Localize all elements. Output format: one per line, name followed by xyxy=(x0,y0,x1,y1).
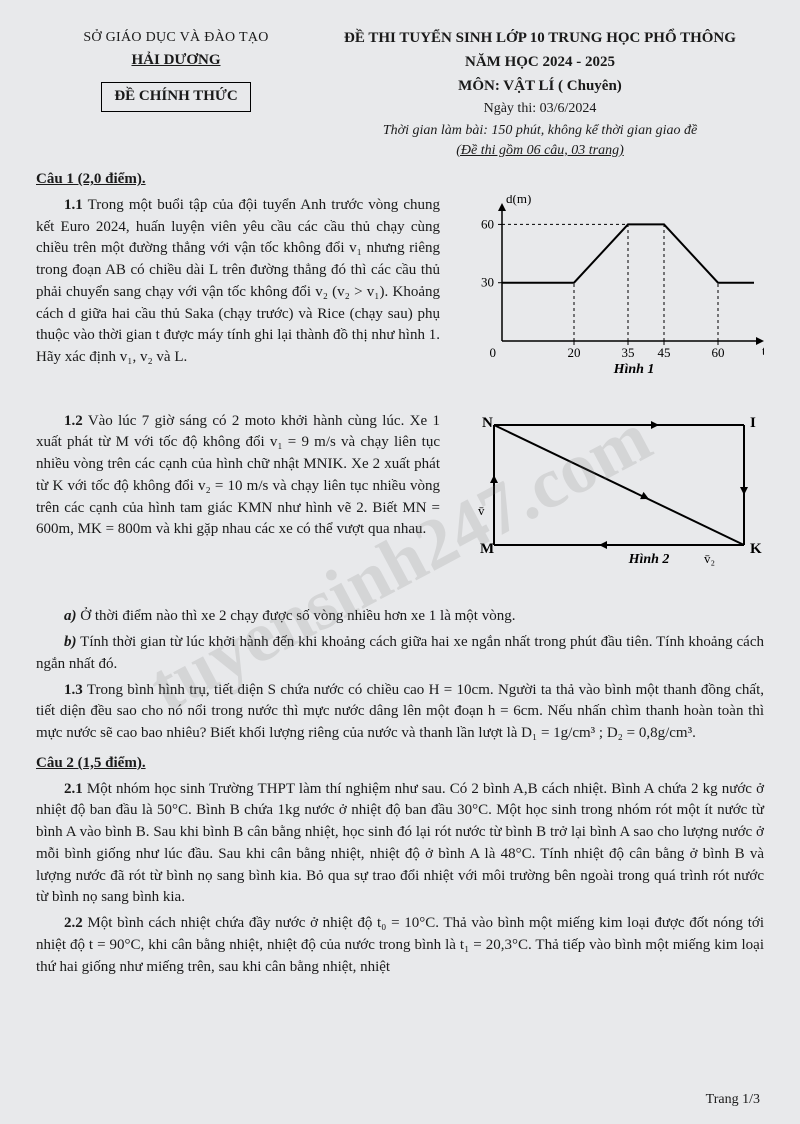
q2-2-text: 2.2 Một bình cách nhiệt chứa đầy nước ở … xyxy=(36,913,764,978)
figure-2: N I M Kv̄ v̄₂ Hình 2 xyxy=(464,411,764,599)
svg-text:v̄₂: v̄₂ xyxy=(704,551,715,566)
q1-2b: b) Tính thời gian từ lúc khởi hành đến k… xyxy=(36,632,764,676)
q1-3-body: Trong bình hình trụ, tiết diện S chứa nư… xyxy=(36,682,764,742)
q2-title: Câu 2 (1,5 điểm). xyxy=(36,753,764,775)
exam-note: (Đề thi gồm 06 câu, 03 trang) xyxy=(316,141,764,161)
q1-2-text: 1.2 Vào lúc 7 giờ sáng có 2 moto khởi hà… xyxy=(36,411,440,542)
diagram-hinh-2: N I M Kv̄ v̄₂ Hình 2 xyxy=(464,411,764,591)
q2-1-text: 2.1 Một nhóm học sinh Trường THPT làm th… xyxy=(36,779,764,910)
figure-1: 30 60 0 20 35 45 60 d(m) t(s) Hình 1 xyxy=(464,195,764,403)
q1-1-body: Trong một buổi tập của đội tuyển Anh trư… xyxy=(36,197,440,365)
header-left: SỞ GIÁO DỤC VÀ ĐÀO TẠO HẢI DƯƠNG ĐỀ CHÍN… xyxy=(36,28,316,112)
exam-title: ĐỀ THI TUYỂN SINH LỚP 10 TRUNG HỌC PHỔ T… xyxy=(316,28,764,50)
exam-year: NĂM HỌC 2024 - 2025 xyxy=(316,52,764,74)
svg-text:0: 0 xyxy=(490,345,497,360)
q1-1-block: 1.1 Trong một buổi tập của đội tuyển Anh… xyxy=(36,191,764,407)
q1-2b-body: Tính thời gian từ lúc khởi hành đến khi … xyxy=(36,634,764,672)
province-line: HẢI DƯƠNG xyxy=(36,50,316,72)
q1-3-text: 1.3 Trong bình hình trụ, tiết diện S chứ… xyxy=(36,680,764,745)
exam-subject: MÔN: VẬT LÍ ( Chuyên) xyxy=(316,76,764,98)
svg-text:Hình 1: Hình 1 xyxy=(613,362,655,377)
header: SỞ GIÁO DỤC VÀ ĐÀO TẠO HẢI DƯƠNG ĐỀ CHÍN… xyxy=(36,28,764,161)
svg-text:I: I xyxy=(750,415,756,431)
svg-text:N: N xyxy=(482,415,493,431)
svg-text:K: K xyxy=(750,541,762,557)
q1-title: Câu 1 (2,0 điểm). xyxy=(36,169,764,191)
svg-text:d(m): d(m) xyxy=(506,195,531,206)
q1-2-body: Vào lúc 7 giờ sáng có 2 moto khởi hành c… xyxy=(36,413,440,538)
q1-2a-body: Ở thời điểm nào thì xe 2 chạy được số vò… xyxy=(80,608,515,624)
q2-2-body: Một bình cách nhiệt chứa đầy nước ở nhiệ… xyxy=(36,915,764,975)
svg-text:v̄: v̄ xyxy=(478,503,485,518)
svg-text:35: 35 xyxy=(622,345,635,360)
svg-text:45: 45 xyxy=(658,345,671,360)
q1-1-text: 1.1 Trong một buổi tập của đội tuyển Anh… xyxy=(36,195,440,369)
svg-text:60: 60 xyxy=(712,345,725,360)
exam-duration: Thời gian làm bài: 150 phút, không kể th… xyxy=(316,121,764,141)
q2-1-body: Một nhóm học sinh Trường THPT làm thí ng… xyxy=(36,781,764,906)
svg-text:t(s): t(s) xyxy=(762,343,764,358)
svg-text:60: 60 xyxy=(481,216,494,231)
official-stamp: ĐỀ CHÍNH THỨC xyxy=(101,82,250,112)
svg-text:M: M xyxy=(480,541,494,557)
page-footer: Trang 1/3 xyxy=(706,1090,760,1110)
chart-hinh-1: 30 60 0 20 35 45 60 d(m) t(s) Hình 1 xyxy=(464,195,764,395)
org-line: SỞ GIÁO DỤC VÀ ĐÀO TẠO xyxy=(36,28,316,48)
svg-text:20: 20 xyxy=(568,345,581,360)
svg-text:Hình 2: Hình 2 xyxy=(628,552,670,567)
header-right: ĐỀ THI TUYỂN SINH LỚP 10 TRUNG HỌC PHỔ T… xyxy=(316,28,764,161)
exam-date: Ngày thi: 03/6/2024 xyxy=(316,99,764,119)
q1-2a: a) Ở thời điểm nào thì xe 2 chạy được số… xyxy=(36,606,764,628)
q1-2-block: 1.2 Vào lúc 7 giờ sáng có 2 moto khởi hà… xyxy=(36,407,764,603)
svg-text:30: 30 xyxy=(481,275,494,290)
